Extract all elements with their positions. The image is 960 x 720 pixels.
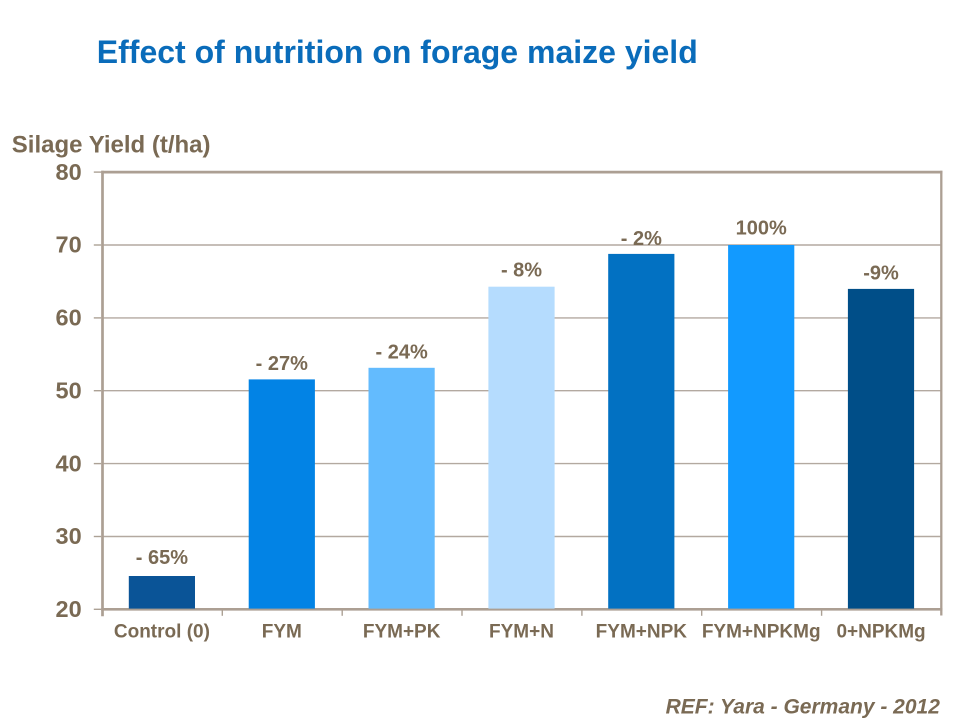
- svg-text:60: 60: [56, 305, 82, 331]
- svg-text:20: 20: [56, 596, 82, 622]
- svg-text:FYM+NPKMg: FYM+NPKMg: [702, 622, 821, 643]
- svg-text:FYM+PK: FYM+PK: [363, 622, 441, 643]
- svg-text:Control (0): Control (0): [114, 622, 210, 643]
- svg-text:100%: 100%: [736, 217, 787, 239]
- svg-text:50: 50: [56, 377, 82, 403]
- svg-text:FYM+NPK: FYM+NPK: [596, 622, 688, 643]
- svg-text:- 8%: - 8%: [501, 260, 542, 282]
- svg-text:- 24%: - 24%: [376, 341, 428, 363]
- svg-text:Effect of nutrition on forage: Effect of nutrition on forage maize yiel…: [97, 34, 698, 70]
- svg-text:0+NPKMg: 0+NPKMg: [836, 622, 925, 643]
- svg-text:FYM: FYM: [262, 622, 302, 643]
- svg-text:Silage Yield (t/ha): Silage Yield (t/ha): [12, 131, 211, 158]
- svg-text:- 27%: - 27%: [256, 353, 308, 375]
- svg-text:30: 30: [56, 523, 82, 549]
- svg-text:-9%: -9%: [863, 262, 899, 284]
- svg-text:- 65%: - 65%: [136, 547, 188, 569]
- svg-text:70: 70: [56, 232, 82, 258]
- svg-text:REF: Yara - Germany - 2012: REF: Yara - Germany - 2012: [666, 696, 941, 719]
- svg-text:40: 40: [56, 450, 82, 476]
- svg-text:FYM+N: FYM+N: [489, 622, 554, 643]
- svg-text:- 2%: - 2%: [621, 228, 662, 250]
- svg-text:80: 80: [56, 159, 82, 185]
